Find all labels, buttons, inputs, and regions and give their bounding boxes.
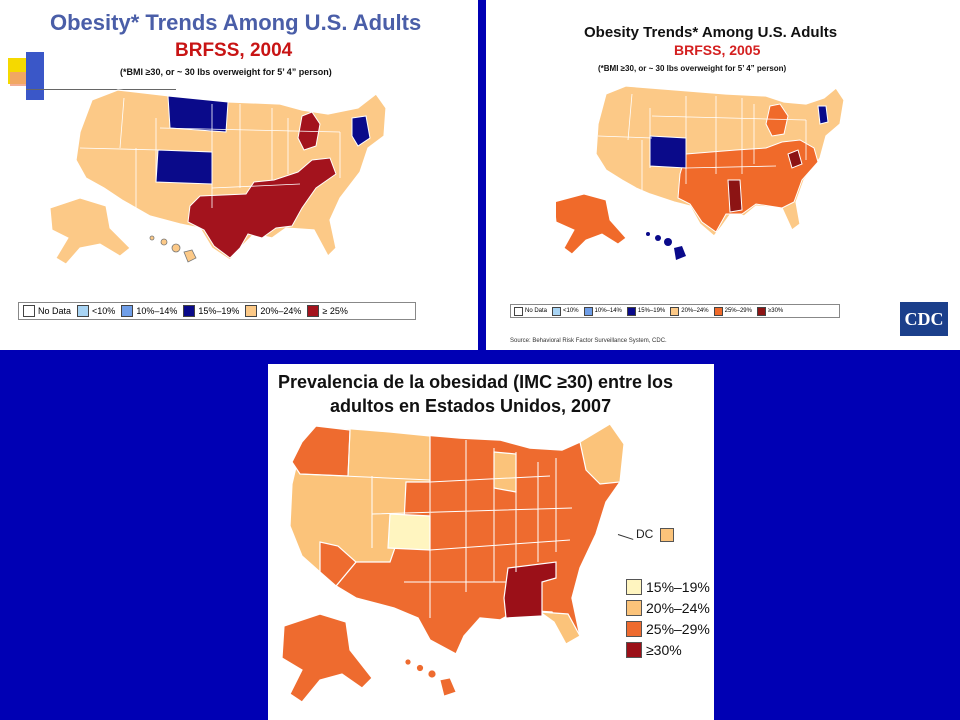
- state-montana: [167, 95, 229, 133]
- legend-item: 10%–14%: [583, 306, 622, 316]
- map-subtitle-2004: BRFSS, 2004: [175, 40, 293, 61]
- decor-line: [26, 89, 176, 90]
- swatch-10-14: [121, 305, 134, 317]
- decor-bar-blue: [26, 52, 44, 100]
- region-ge25-south: [187, 157, 337, 259]
- swatch-20-24: [626, 600, 642, 616]
- map-panel-2004: Obesity* Trends Among U.S. Adults BRFSS,…: [0, 0, 478, 350]
- state-west-virginia: [787, 149, 803, 169]
- swatch-ge25: [307, 305, 320, 317]
- us-map-2005: [556, 85, 845, 260]
- map-title-2007-line1: Prevalencia de la obesidad (IMC ≥30) ent…: [278, 372, 674, 392]
- dc-label: DC: [636, 527, 654, 541]
- legend-2005: No Data <10% 10%–14% 15%–19% 20%–24% 25%…: [510, 304, 840, 318]
- swatch-20-24: [245, 305, 258, 317]
- us-map-2004: [49, 89, 387, 265]
- state-florida: [537, 611, 581, 645]
- state-alaska: [49, 197, 131, 265]
- source-note: Source: Behavioral Risk Factor Surveilla…: [510, 338, 667, 344]
- swatch-25-29: [713, 306, 723, 316]
- region-25-29: [677, 139, 819, 233]
- legend-item: ≥ 25%: [307, 305, 348, 317]
- swatch-15-19: [183, 305, 196, 317]
- cdc-logo: CDC: [900, 302, 948, 336]
- us-map-2007: [281, 423, 625, 703]
- state-hawaii: [149, 235, 197, 263]
- state-nevada: [319, 541, 357, 587]
- swatch-15-19: [626, 306, 636, 316]
- legend-item: <10%: [552, 306, 579, 316]
- map-title-2007-line2: adultos en Estados Unidos, 2007: [330, 396, 612, 416]
- region-new-england: [579, 423, 625, 485]
- state-colorado: [155, 149, 213, 185]
- swatch-15-19: [626, 579, 642, 595]
- dc-swatch: [660, 528, 674, 542]
- legend-item: <10%: [77, 305, 115, 317]
- legend-item: 20%–24%: [626, 600, 710, 616]
- map-note-2005: (*BMI ≥30, or ~ 30 lbs overweight for 5’…: [598, 64, 787, 73]
- map-title-2004: Obesity* Trends Among U.S. Adults: [50, 10, 422, 35]
- legend-item: 20%–24%: [670, 306, 709, 316]
- legend-item: ≥30%: [756, 306, 783, 316]
- legend-item: No Data: [23, 305, 71, 317]
- state-mississippi: [727, 179, 743, 213]
- state-alaska: [556, 193, 627, 255]
- legend-item: No Data: [514, 306, 547, 316]
- legend-2004: No Data <10% 10%–14% 15%–19% 20%–24% ≥ 2…: [18, 302, 416, 320]
- legend-item: 15%–19%: [626, 579, 710, 595]
- swatch-no-data: [514, 306, 523, 316]
- legend-item: 15%–19%: [183, 305, 239, 317]
- state-vermont: [817, 105, 829, 125]
- swatch-no-data: [23, 305, 35, 317]
- state-hawaii: [646, 232, 686, 260]
- map-note-2004: (*BMI ≥30, or ~ 30 lbs overweight for 5’…: [120, 67, 332, 77]
- state-colorado: [649, 135, 687, 169]
- legend-item: 10%–14%: [121, 305, 177, 317]
- state-oregon-washington: [291, 425, 351, 477]
- legend-item: ≥30%: [626, 642, 710, 658]
- swatch-20-24: [670, 306, 680, 316]
- map-panel-2005: Obesity Trends* Among U.S. Adults BRFSS,…: [486, 0, 960, 350]
- swatch-lt10: [77, 305, 90, 317]
- map-panel-2007: Prevalencia de la obesidad (IMC ≥30) ent…: [268, 364, 714, 720]
- state-wisconsin: [493, 451, 517, 493]
- map-title-2005: Obesity Trends* Among U.S. Adults: [584, 24, 838, 41]
- swatch-ge30: [626, 642, 642, 658]
- swatch-ge30: [756, 306, 766, 316]
- swatch-10-14: [583, 306, 593, 316]
- state-michigan: [765, 103, 789, 137]
- state-hawaii: [404, 658, 457, 697]
- legend-item: 15%–19%: [626, 306, 665, 316]
- region-ge30: [503, 561, 557, 619]
- legend-2007: 15%–19% 20%–24% 25%–29% ≥30%: [626, 579, 710, 658]
- map-subtitle-2005: BRFSS, 2005: [674, 42, 761, 58]
- swatch-25-29: [626, 621, 642, 637]
- legend-item: 25%–29%: [713, 306, 752, 316]
- legend-item: 20%–24%: [245, 305, 301, 317]
- state-colorado: [387, 513, 431, 551]
- state-alaska: [281, 613, 373, 703]
- state-new-england: [351, 115, 371, 147]
- swatch-lt10: [552, 306, 562, 316]
- legend-item: 25%–29%: [626, 621, 710, 637]
